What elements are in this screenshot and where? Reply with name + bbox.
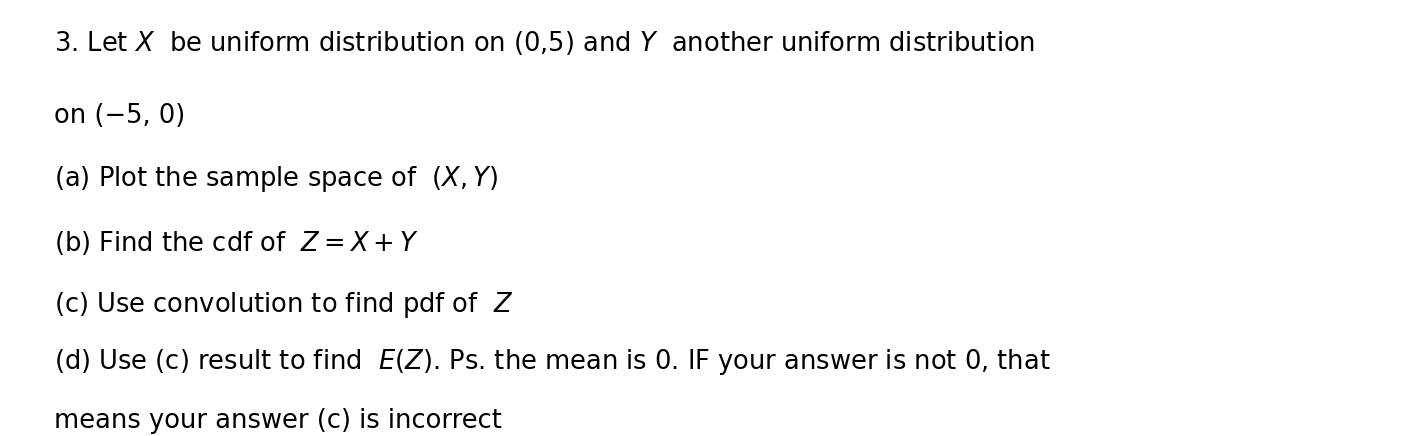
Text: (a) Plot the sample space of  $(\mathit{X},\mathit{Y})$: (a) Plot the sample space of $(\mathit{X… (54, 164, 498, 194)
Text: (b) Find the cdf of  $\mathit{Z} = \mathit{X} + \mathit{Y}$: (b) Find the cdf of $\mathit{Z} = \mathi… (54, 229, 418, 257)
Text: 3. Let $\mathit{X}$  be uniform distribution on (0,5) and $\mathit{Y}$  another : 3. Let $\mathit{X}$ be uniform distribut… (54, 29, 1035, 57)
Text: means your answer (c) is incorrect: means your answer (c) is incorrect (54, 408, 501, 434)
Text: on (−5, 0): on (−5, 0) (54, 102, 185, 129)
Text: (d) Use (c) result to find  $\mathit{E}(\mathit{Z})$. Ps. the mean is 0. IF your: (d) Use (c) result to find $\mathit{E}(\… (54, 347, 1051, 377)
Text: (c) Use convolution to find pdf of  $\mathit{Z}$: (c) Use convolution to find pdf of $\mat… (54, 290, 513, 320)
